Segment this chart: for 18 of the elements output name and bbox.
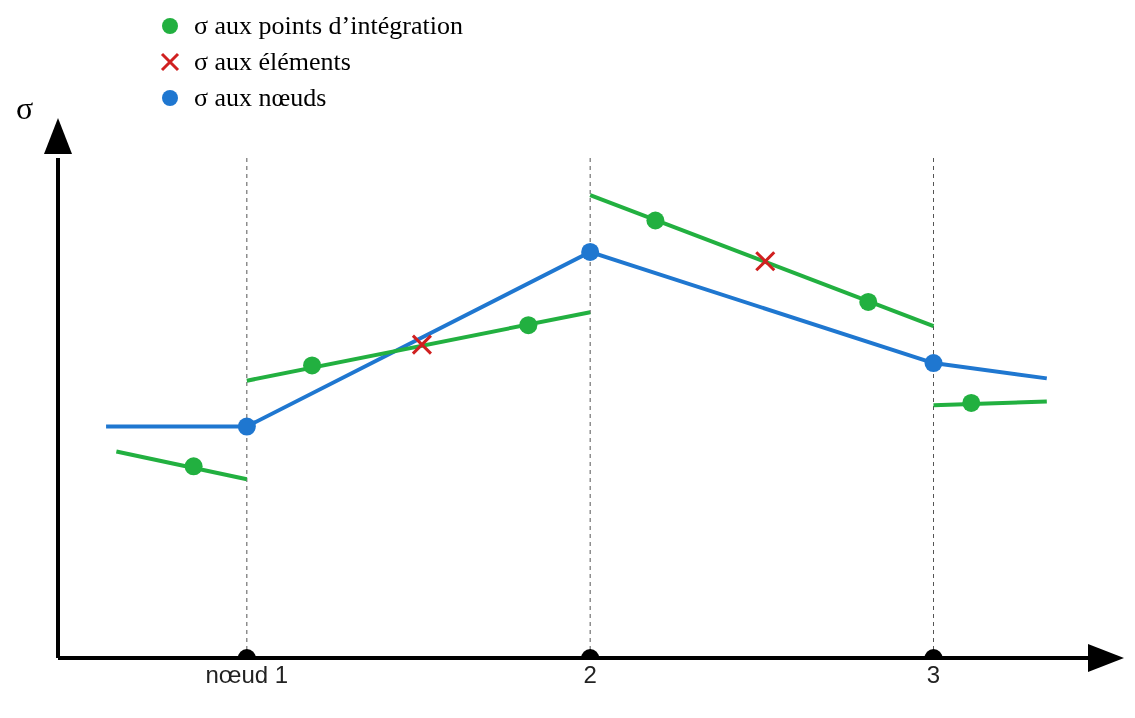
point: [962, 393, 981, 412]
point: [184, 457, 203, 476]
point: [859, 292, 878, 311]
point: [411, 334, 433, 356]
x-tick-label: nœud 1: [205, 661, 289, 689]
point: [581, 242, 600, 261]
legend-label: σ aux points d’intégration: [194, 11, 463, 41]
x-tick-label: 3: [926, 661, 941, 689]
point: [754, 250, 776, 272]
point: [303, 356, 322, 375]
point: [924, 354, 943, 373]
point: [237, 417, 256, 436]
point: [646, 211, 665, 230]
legend-label: σ aux nœuds: [194, 83, 327, 113]
legend-label: σ aux éléments: [194, 47, 351, 77]
y-axis-title: σ: [16, 90, 34, 127]
point: [519, 316, 538, 335]
x-tick-label: 2: [583, 661, 597, 689]
